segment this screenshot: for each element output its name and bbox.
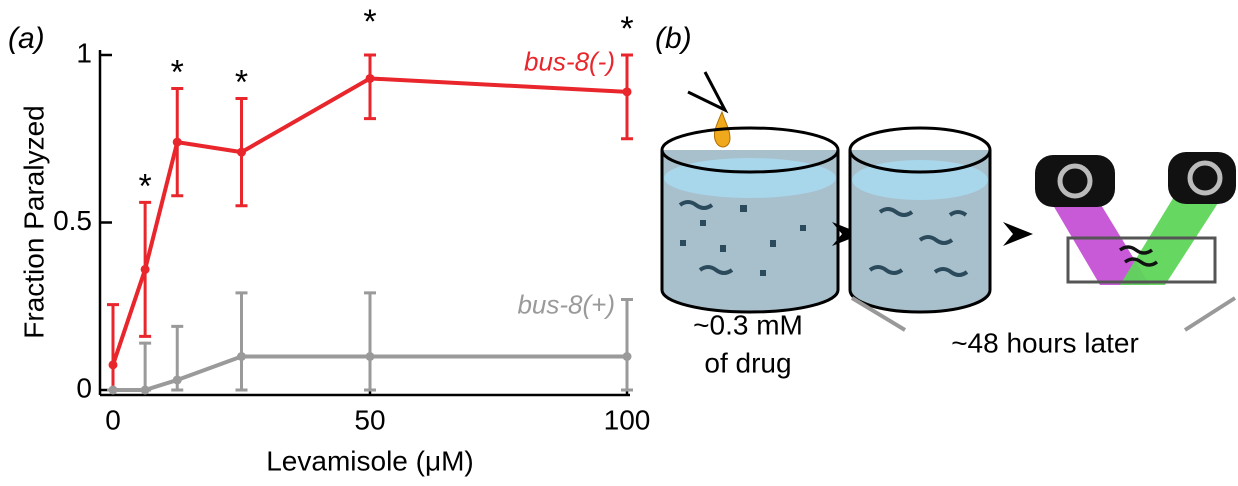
series-label: bus-8(+) bbox=[517, 289, 615, 319]
page: (a) Levamisole (μM) Fraction Paralyzed 0… bbox=[0, 0, 1238, 486]
significance-star: * bbox=[235, 64, 248, 102]
arrow bbox=[1003, 222, 1033, 246]
dish bbox=[662, 128, 838, 312]
point bbox=[109, 360, 118, 369]
significance-star: * bbox=[171, 53, 184, 91]
plot-area: 0 50 100 0 0.5 1 bus-8(-) bus-8(+) * * * * * bbox=[53, 3, 650, 435]
x-tick-label: 0 bbox=[105, 404, 121, 435]
error-bar bbox=[364, 55, 376, 119]
y-tick-label: 1 bbox=[76, 37, 92, 68]
error-bar bbox=[364, 293, 376, 390]
point bbox=[237, 352, 246, 361]
x-axis-label: Levamisole (μM) bbox=[266, 445, 474, 476]
y-tick-label: 0.5 bbox=[53, 205, 92, 236]
dropper bbox=[688, 72, 725, 110]
y-axis-label: Fraction Paralyzed bbox=[18, 105, 49, 338]
camera bbox=[1035, 155, 1115, 207]
figure: (a) Levamisole (μM) Fraction Paralyzed 0… bbox=[0, 0, 1238, 481]
point bbox=[109, 386, 118, 395]
error-bar bbox=[236, 293, 248, 390]
point bbox=[237, 148, 246, 157]
dose-label: ~0.3 mM bbox=[693, 309, 803, 340]
camera bbox=[1168, 152, 1236, 204]
panel-label: (a) bbox=[8, 22, 45, 55]
point bbox=[141, 265, 150, 274]
point bbox=[141, 386, 150, 395]
panel-label: (b) bbox=[655, 22, 692, 55]
significance-star: * bbox=[139, 167, 152, 205]
dose-label: of drug bbox=[704, 347, 791, 378]
wait-label: ~48 hours later bbox=[951, 327, 1139, 358]
point bbox=[623, 352, 632, 361]
light-beam bbox=[1120, 195, 1220, 285]
dish bbox=[850, 128, 990, 312]
error-bar bbox=[621, 55, 633, 139]
significance-star: * bbox=[363, 3, 376, 41]
error-bar bbox=[139, 343, 151, 390]
point bbox=[173, 138, 182, 147]
series-label: bus-8(-) bbox=[524, 47, 615, 77]
error-bar bbox=[621, 300, 633, 390]
point bbox=[366, 352, 375, 361]
point bbox=[366, 74, 375, 83]
x-tick-label: 50 bbox=[354, 404, 385, 435]
significance-star: * bbox=[620, 10, 633, 48]
y-tick-label: 0 bbox=[76, 372, 92, 403]
x-tick-label: 100 bbox=[604, 404, 651, 435]
point bbox=[173, 375, 182, 384]
point bbox=[623, 87, 632, 96]
